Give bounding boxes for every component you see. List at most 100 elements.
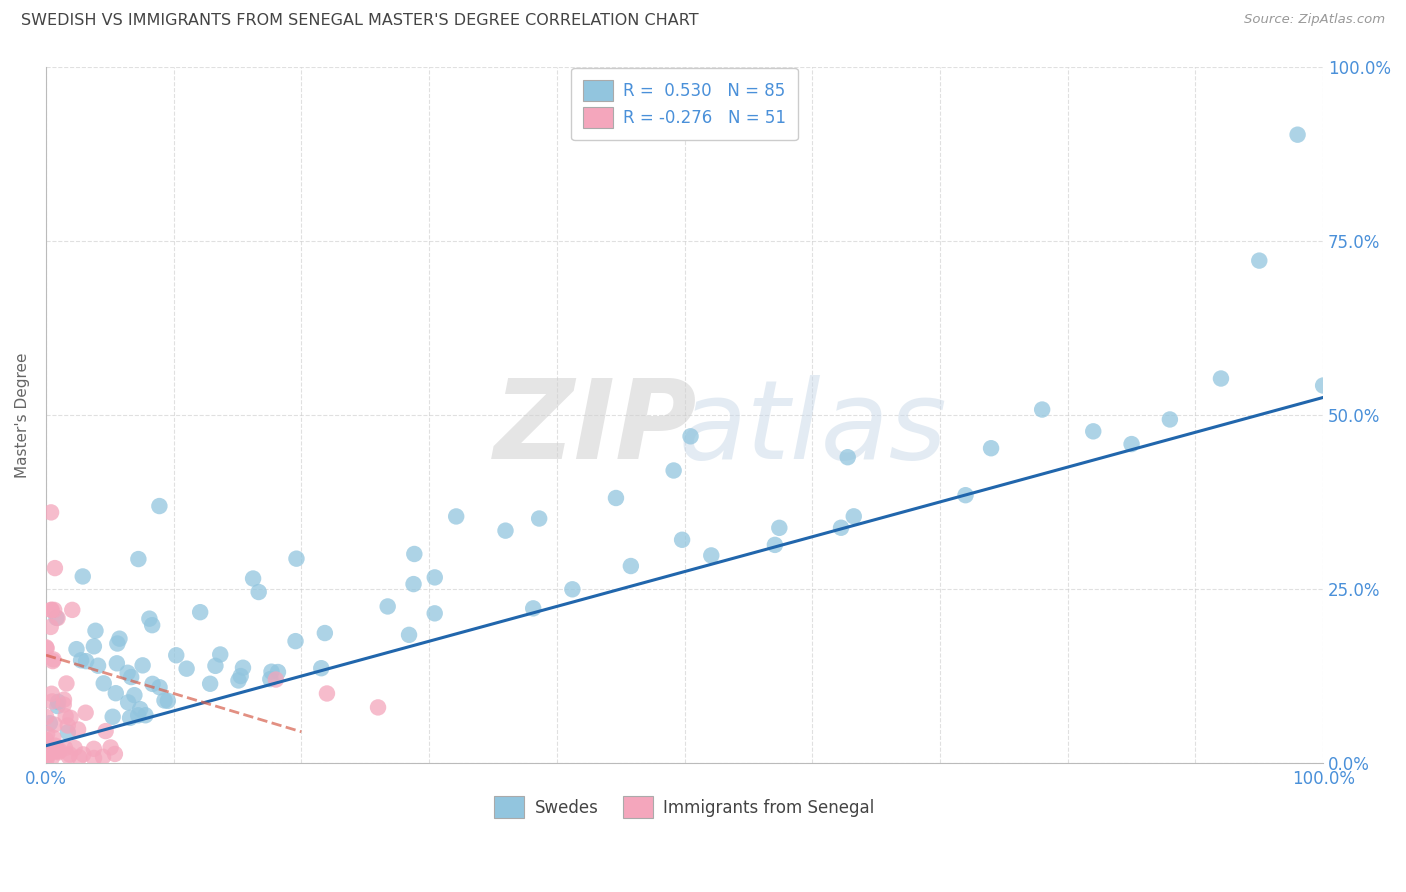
- Point: [44, 717, 66, 731]
- Point: [153, 693, 176, 707]
- Point: [141, 677, 163, 691]
- Point: [176, 662, 198, 676]
- Point: [842, 509, 865, 524]
- Point: [38, 716, 60, 731]
- Point: [264, 673, 287, 687]
- Point: [94, 724, 117, 739]
- Point: [46, 744, 69, 758]
- Point: [46, 611, 69, 625]
- Point: [60, 603, 83, 617]
- Point: [35, 733, 58, 747]
- Point: [980, 441, 1002, 455]
- Text: ZIP: ZIP: [494, 376, 697, 483]
- Point: [402, 577, 425, 591]
- Point: [35, 710, 58, 724]
- Point: [129, 702, 152, 716]
- Point: [134, 708, 156, 723]
- Point: [46, 699, 69, 714]
- Point: [104, 686, 127, 700]
- Point: [127, 708, 149, 723]
- Point: [48, 743, 70, 757]
- Point: [209, 648, 232, 662]
- Point: [423, 570, 446, 584]
- Point: [837, 450, 859, 465]
- Point: [72, 569, 94, 583]
- Point: [35, 641, 58, 656]
- Point: [148, 499, 170, 513]
- Point: [314, 626, 336, 640]
- Point: [1209, 371, 1232, 385]
- Point: [198, 677, 221, 691]
- Point: [148, 680, 170, 694]
- Point: [316, 686, 339, 700]
- Point: [267, 665, 290, 679]
- Point: [100, 740, 122, 755]
- Point: [165, 648, 187, 663]
- Point: [87, 658, 110, 673]
- Point: [830, 521, 852, 535]
- Point: [679, 429, 702, 443]
- Point: [1031, 402, 1053, 417]
- Point: [260, 665, 283, 679]
- Point: [45, 611, 67, 625]
- Point: [259, 672, 281, 686]
- Point: [41, 751, 63, 765]
- Point: [105, 657, 128, 671]
- Point: [41, 687, 63, 701]
- Point: [35, 752, 58, 766]
- Point: [242, 572, 264, 586]
- Point: [44, 739, 66, 753]
- Point: [768, 521, 790, 535]
- Point: [131, 658, 153, 673]
- Point: [67, 750, 90, 764]
- Point: [83, 741, 105, 756]
- Point: [404, 547, 426, 561]
- Point: [204, 658, 226, 673]
- Point: [444, 509, 467, 524]
- Point: [55, 709, 77, 723]
- Point: [561, 582, 583, 597]
- Point: [42, 731, 65, 745]
- Point: [120, 711, 142, 725]
- Point: [91, 749, 114, 764]
- Point: [423, 607, 446, 621]
- Point: [105, 636, 128, 650]
- Point: [138, 612, 160, 626]
- Point: [285, 551, 308, 566]
- Point: [127, 552, 149, 566]
- Point: [763, 538, 786, 552]
- Point: [48, 745, 70, 759]
- Point: [120, 670, 142, 684]
- Point: [63, 741, 86, 756]
- Text: atlas: atlas: [678, 376, 946, 483]
- Point: [35, 640, 58, 655]
- Point: [662, 463, 685, 477]
- Point: [46, 695, 69, 709]
- Point: [39, 505, 62, 519]
- Point: [620, 559, 643, 574]
- Point: [228, 673, 250, 688]
- Point: [311, 661, 333, 675]
- Point: [1159, 412, 1181, 426]
- Point: [59, 747, 82, 762]
- Point: [84, 624, 107, 638]
- Point: [605, 491, 627, 505]
- Point: [44, 603, 66, 617]
- Point: [700, 549, 723, 563]
- Point: [232, 661, 254, 675]
- Point: [955, 488, 977, 502]
- Point: [37, 727, 59, 741]
- Point: [108, 632, 131, 646]
- Point: [56, 718, 79, 732]
- Point: [65, 642, 87, 657]
- Point: [70, 653, 93, 667]
- Point: [188, 605, 211, 619]
- Point: [59, 711, 82, 725]
- Point: [141, 618, 163, 632]
- Point: [39, 620, 62, 634]
- Point: [247, 585, 270, 599]
- Point: [41, 603, 63, 617]
- Point: [495, 524, 517, 538]
- Point: [75, 706, 97, 720]
- Point: [83, 640, 105, 654]
